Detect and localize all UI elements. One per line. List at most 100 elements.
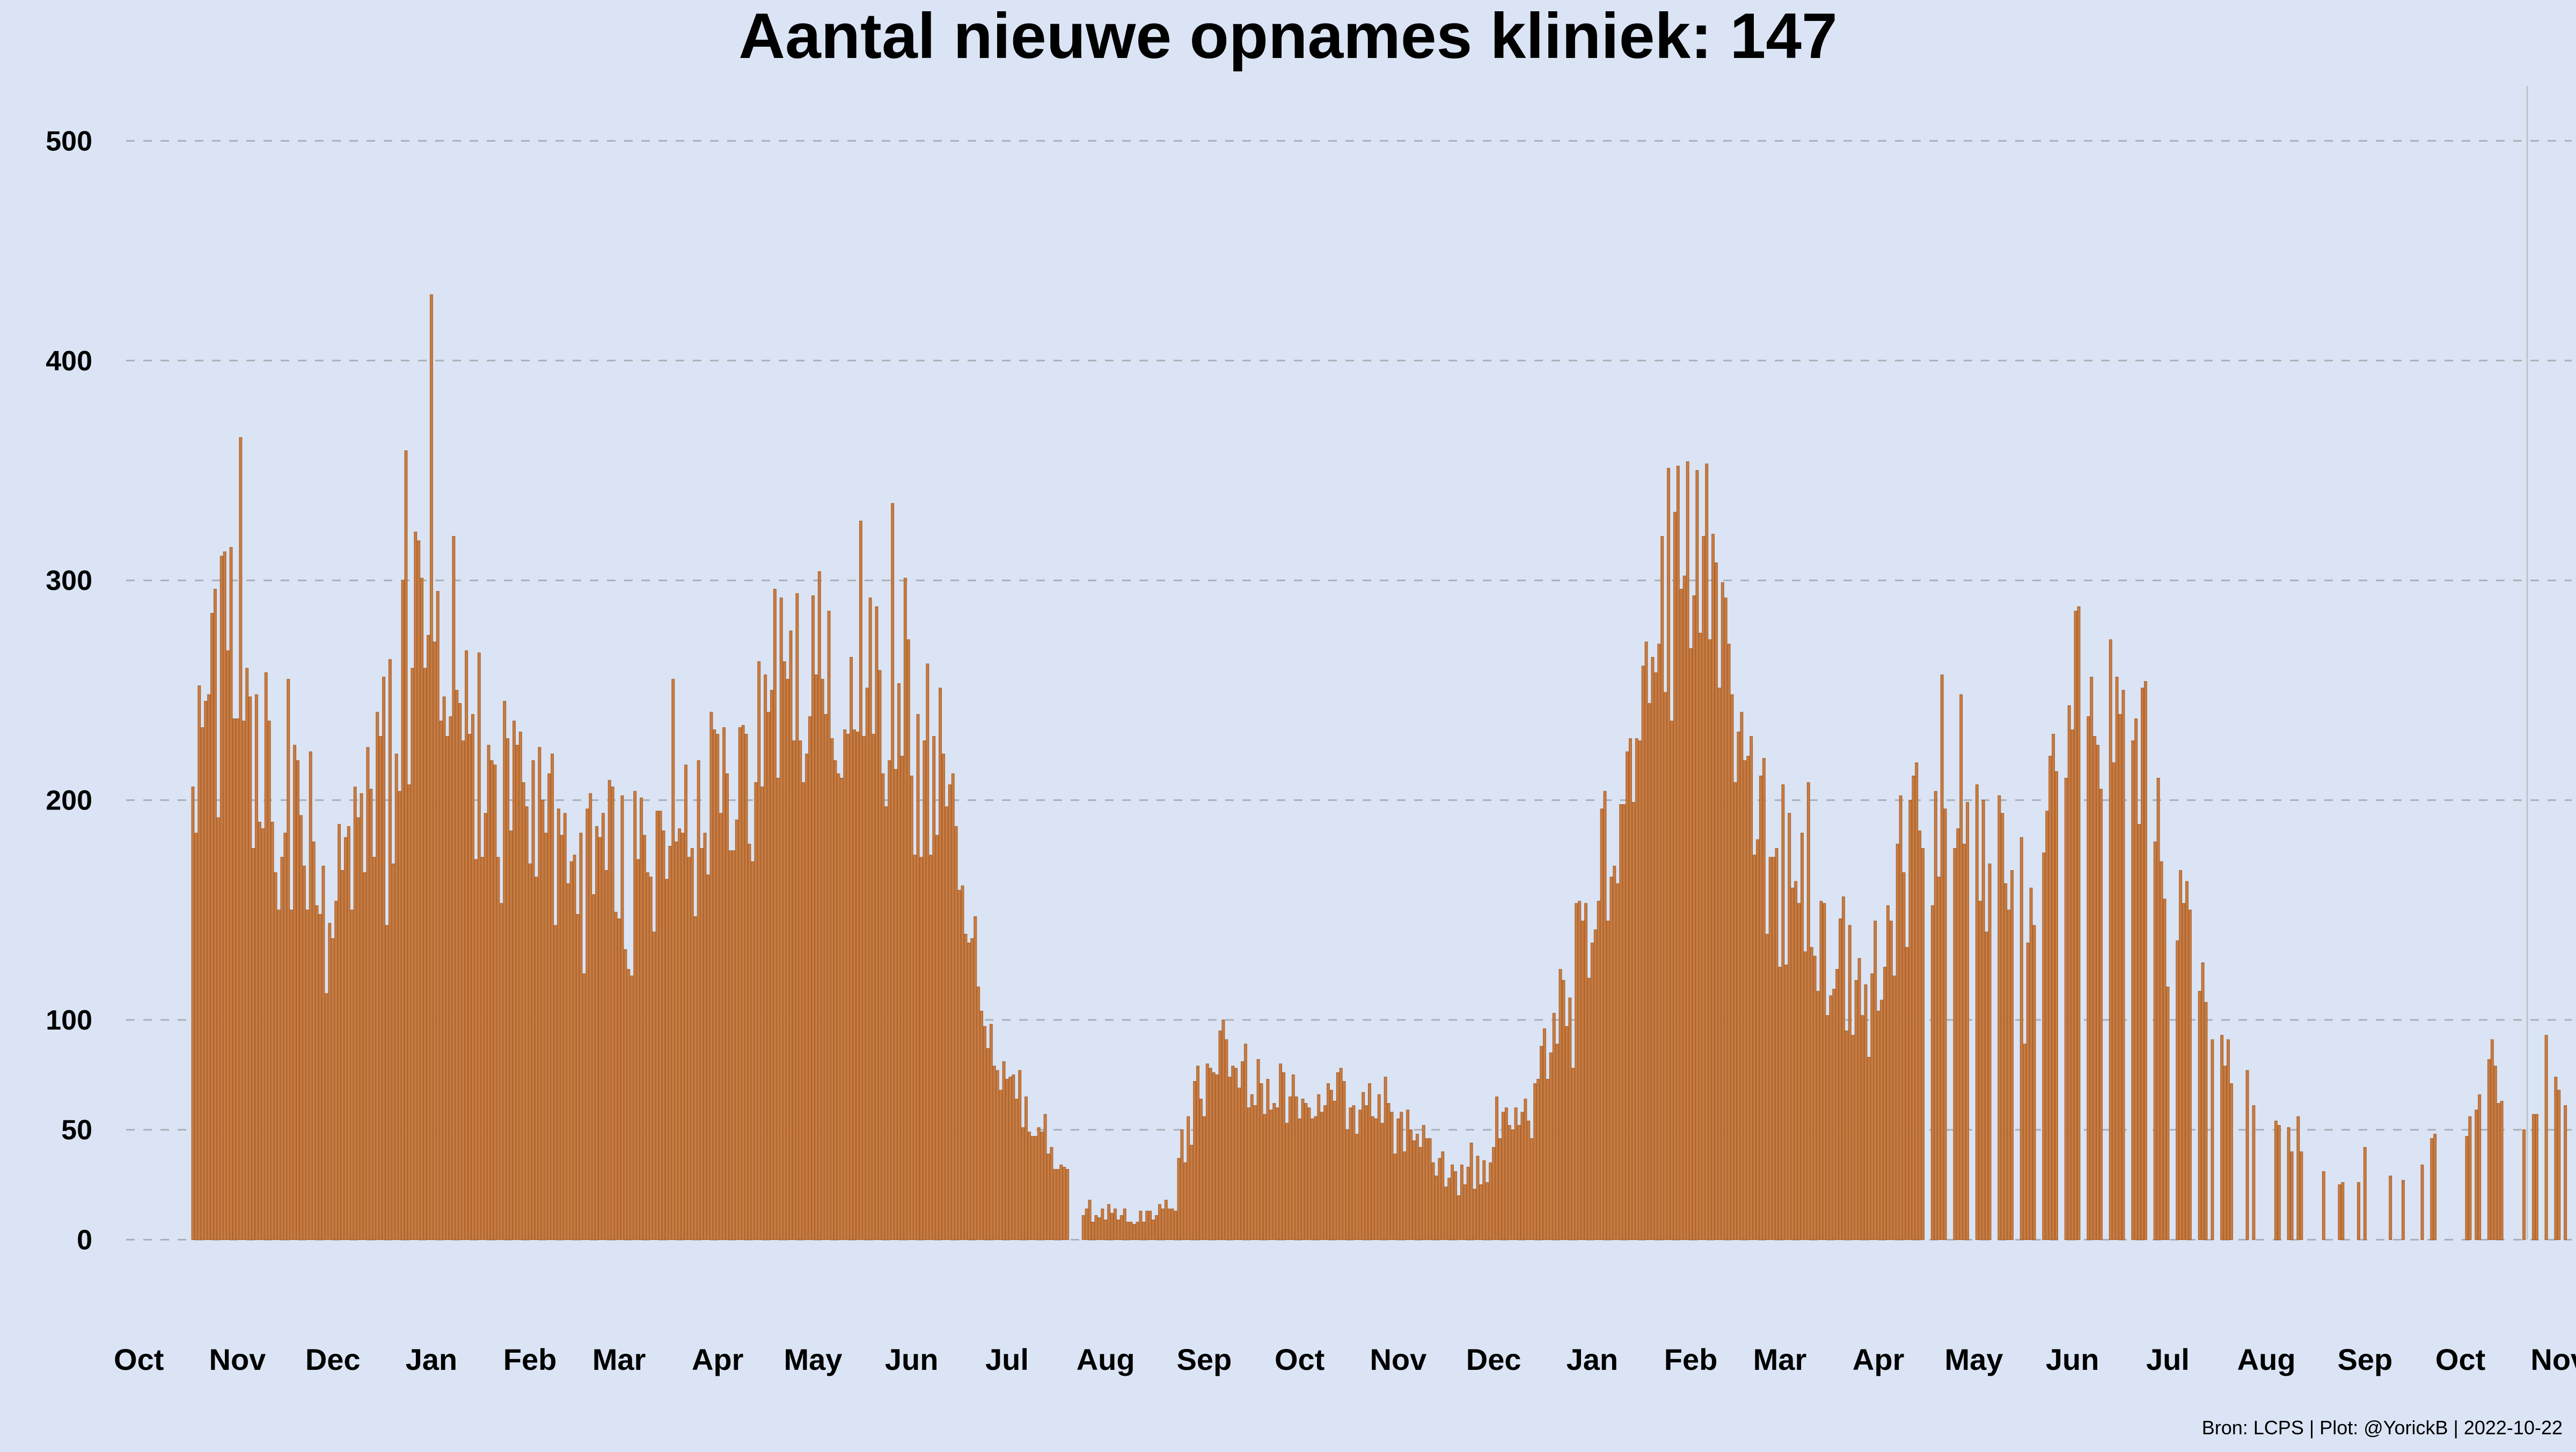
bar: [1457, 1195, 1460, 1241]
bar: [468, 734, 471, 1241]
bar: [2029, 887, 2033, 1241]
bar: [1298, 1118, 1301, 1241]
bar: [280, 857, 284, 1241]
bar: [827, 610, 831, 1241]
bar: [2064, 778, 2068, 1241]
bar: [1485, 1182, 1489, 1241]
bar: [700, 848, 704, 1241]
bar: [232, 718, 236, 1241]
bar: [2032, 925, 2036, 1241]
bar: [277, 909, 281, 1241]
bar: [640, 797, 643, 1241]
bar: [2430, 1138, 2434, 1241]
bar: [509, 830, 513, 1241]
bar: [1336, 1072, 1340, 1241]
bar: [751, 861, 755, 1241]
bar: [799, 740, 802, 1241]
bar: [1651, 656, 1655, 1241]
bar: [1504, 1107, 1508, 1241]
bar: [2052, 734, 2055, 1241]
bar: [1899, 795, 1902, 1241]
bar: [1600, 808, 1604, 1241]
bar: [242, 720, 246, 1241]
bar: [608, 780, 611, 1241]
bar: [1126, 1222, 1130, 1241]
bar: [2188, 909, 2192, 1241]
bar: [1930, 905, 1934, 1241]
bar: [1110, 1213, 1114, 1241]
bar: [1413, 1140, 1416, 1241]
bar: [1975, 784, 1979, 1241]
bar: [840, 778, 844, 1241]
bar: [884, 806, 888, 1241]
bar: [2179, 870, 2183, 1241]
bar: [814, 674, 818, 1241]
bar: [2363, 1147, 2367, 1241]
bar: [1673, 512, 1677, 1241]
bar: [843, 729, 847, 1241]
bar: [926, 663, 930, 1241]
x-tick-label: Oct: [2435, 1342, 2485, 1376]
bar: [655, 811, 659, 1241]
bar: [624, 949, 627, 1241]
bar: [1352, 1105, 1356, 1241]
bar: [684, 764, 687, 1241]
bar: [538, 747, 541, 1241]
bar: [379, 736, 383, 1241]
bar: [1902, 872, 1906, 1241]
bar: [1733, 782, 1737, 1241]
bar: [1269, 1110, 1273, 1241]
bar: [2341, 1182, 2345, 1241]
bar: [744, 734, 748, 1241]
bar: [264, 672, 268, 1241]
bar: [894, 769, 898, 1241]
bar-layer: [191, 294, 2567, 1241]
bar: [1342, 1081, 1346, 1241]
bar: [423, 668, 427, 1241]
bar: [2096, 745, 2100, 1241]
bar: [1282, 1072, 1285, 1241]
bar: [957, 889, 961, 1241]
bar: [1037, 1127, 1041, 1241]
bar: [846, 734, 850, 1241]
bar: [2019, 837, 2023, 1241]
bar: [850, 656, 853, 1241]
bar: [1136, 1222, 1139, 1241]
bar: [1365, 1105, 1368, 1241]
bar: [1276, 1107, 1279, 1241]
bar: [458, 703, 462, 1241]
bar: [376, 712, 379, 1241]
bar: [1164, 1200, 1168, 1241]
bar: [2490, 1039, 2494, 1241]
x-tick-label: Nov: [209, 1342, 266, 1376]
bar: [1857, 958, 1861, 1241]
bar: [401, 580, 405, 1241]
bar: [1250, 1094, 1254, 1241]
bar: [1839, 918, 1842, 1241]
y-tick-label: 0: [77, 1224, 92, 1256]
bar: [1664, 692, 1667, 1241]
bar: [2468, 1116, 2472, 1241]
bar: [385, 925, 389, 1241]
bar: [2007, 909, 2011, 1241]
bar: [477, 652, 481, 1241]
bar: [2500, 1100, 2504, 1241]
bar: [487, 745, 491, 1241]
bar: [1638, 740, 1642, 1241]
bar: [500, 903, 503, 1241]
bar: [1883, 967, 1886, 1241]
bar: [245, 668, 249, 1241]
bar: [1155, 1215, 1158, 1241]
bar: [2401, 1180, 2405, 1241]
bar: [789, 630, 793, 1241]
bar: [760, 786, 764, 1241]
bar: [1119, 1215, 1123, 1241]
bar: [261, 828, 265, 1241]
bar: [1953, 848, 1957, 1241]
bar: [1152, 1220, 1155, 1241]
bar: [792, 740, 796, 1241]
bar: [1030, 1136, 1034, 1241]
bar: [757, 661, 761, 1241]
bar: [617, 918, 621, 1241]
bar: [522, 782, 525, 1241]
